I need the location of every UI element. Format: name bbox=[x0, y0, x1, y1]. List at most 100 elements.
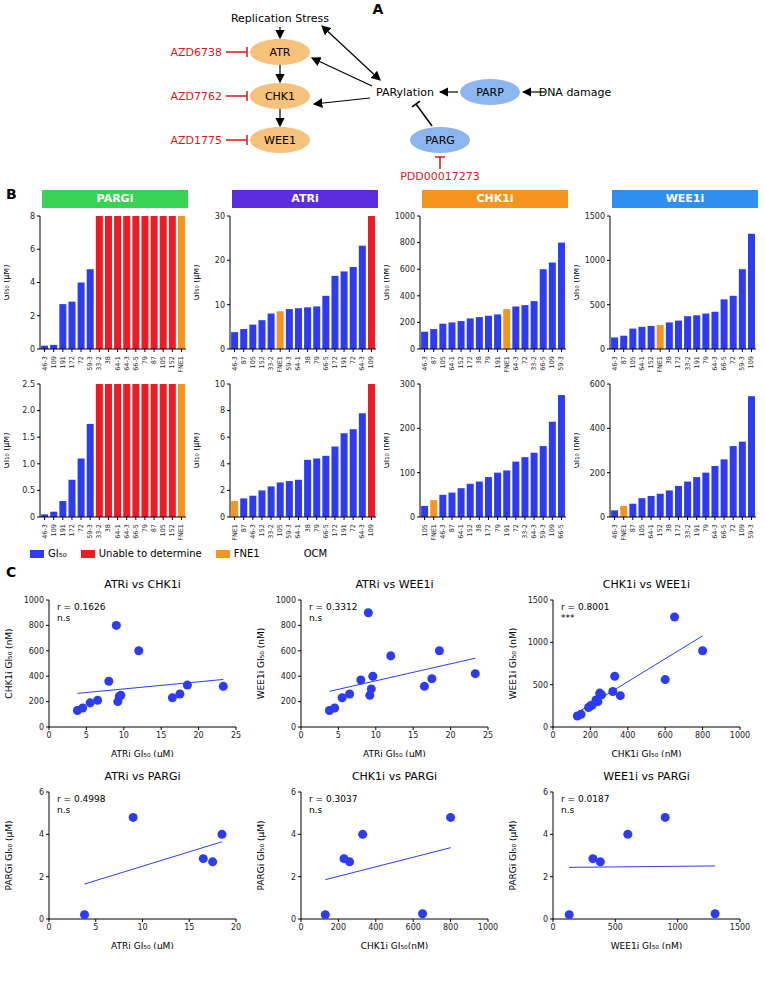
svg-text:15: 15 bbox=[156, 731, 166, 740]
svg-text:PARGi GI₅₀ (μM): PARGi GI₅₀ (μM) bbox=[257, 821, 266, 891]
svg-text:33-2: 33-2 bbox=[521, 524, 529, 539]
svg-text:66-5: 66-5 bbox=[132, 524, 140, 539]
svg-text:600: 600 bbox=[400, 265, 415, 274]
svg-text:GI₅₀ (μM): GI₅₀ (μM) bbox=[8, 265, 11, 301]
svg-text:6: 6 bbox=[39, 788, 44, 797]
svg-text:38: 38 bbox=[475, 524, 483, 532]
svg-text:PARGi GI₅₀ (μM): PARGi GI₅₀ (μM) bbox=[509, 821, 518, 891]
svg-text:79: 79 bbox=[702, 356, 710, 364]
svg-text:FNE1: FNE1 bbox=[276, 356, 284, 373]
svg-text:FNE1: FNE1 bbox=[503, 356, 511, 373]
svg-text:64-3: 64-3 bbox=[123, 524, 131, 539]
svg-text:200: 200 bbox=[590, 469, 605, 478]
svg-text:33-2: 33-2 bbox=[267, 524, 275, 539]
svg-text:WEE1i GI₅₀ (nM): WEE1i GI₅₀ (nM) bbox=[257, 628, 266, 700]
svg-text:ATR: ATR bbox=[269, 46, 290, 59]
svg-text:0.5: 0.5 bbox=[22, 486, 35, 495]
svg-text:109: 109 bbox=[738, 524, 746, 536]
svg-text:600: 600 bbox=[29, 647, 44, 656]
svg-text:0: 0 bbox=[220, 513, 225, 522]
svg-text:5: 5 bbox=[336, 731, 341, 740]
svg-text:79: 79 bbox=[702, 524, 710, 532]
svg-text:800: 800 bbox=[29, 621, 44, 630]
svg-text:GI₅₀ (μM): GI₅₀ (μM) bbox=[194, 265, 201, 301]
svg-text:GI₁₀ (μM): GI₁₀ (μM) bbox=[8, 433, 11, 469]
svg-text:72: 72 bbox=[77, 524, 85, 532]
svg-text:400: 400 bbox=[590, 424, 605, 433]
svg-text:33-2: 33-2 bbox=[95, 524, 103, 539]
svg-text:500: 500 bbox=[590, 301, 605, 310]
svg-text:46-3: 46-3 bbox=[421, 356, 429, 371]
svg-text:1000: 1000 bbox=[478, 923, 498, 932]
svg-text:0: 0 bbox=[291, 915, 296, 924]
svg-text:105: 105 bbox=[249, 356, 257, 368]
svg-text:600: 600 bbox=[658, 731, 673, 740]
svg-text:172: 172 bbox=[331, 356, 339, 368]
svg-text:1000: 1000 bbox=[667, 923, 687, 932]
svg-text:46-3: 46-3 bbox=[249, 524, 257, 539]
svg-text:0: 0 bbox=[30, 345, 35, 354]
svg-text:800: 800 bbox=[443, 923, 458, 932]
svg-text:33-2: 33-2 bbox=[684, 356, 692, 371]
svg-text:FNE1: FNE1 bbox=[231, 524, 239, 541]
svg-text:0: 0 bbox=[600, 513, 605, 522]
svg-text:20: 20 bbox=[194, 731, 204, 740]
svg-text:2: 2 bbox=[291, 873, 296, 882]
svg-text:CHK1i GI₅₀(nM): CHK1i GI₅₀(nM) bbox=[361, 941, 428, 949]
svg-text:2.5: 2.5 bbox=[22, 380, 35, 389]
svg-text:87: 87 bbox=[629, 524, 637, 532]
svg-text:152: 152 bbox=[258, 356, 266, 368]
svg-text:105: 105 bbox=[439, 356, 447, 368]
svg-text:79: 79 bbox=[313, 524, 321, 532]
svg-text:2: 2 bbox=[220, 486, 225, 495]
svg-text:1000: 1000 bbox=[24, 596, 44, 605]
svg-text:105: 105 bbox=[638, 524, 646, 536]
svg-text:10: 10 bbox=[119, 731, 129, 740]
svg-text:GI₅₀ (nM): GI₅₀ (nM) bbox=[574, 265, 581, 301]
svg-text:109: 109 bbox=[747, 356, 755, 368]
svg-text:15: 15 bbox=[408, 731, 418, 740]
svg-text:79: 79 bbox=[484, 356, 492, 364]
svg-text:100: 100 bbox=[400, 469, 415, 478]
svg-text:1000: 1000 bbox=[276, 596, 296, 605]
svg-text:1500: 1500 bbox=[730, 923, 750, 932]
svg-text:152: 152 bbox=[258, 524, 266, 536]
svg-text:800: 800 bbox=[400, 238, 415, 247]
svg-text:66-5: 66-5 bbox=[322, 356, 330, 371]
svg-text:2: 2 bbox=[30, 312, 35, 321]
svg-text:500: 500 bbox=[608, 923, 623, 932]
svg-text:PARylation: PARylation bbox=[376, 86, 434, 99]
svg-text:46-3: 46-3 bbox=[439, 524, 447, 539]
svg-text:191: 191 bbox=[59, 356, 67, 368]
svg-text:600: 600 bbox=[406, 923, 421, 932]
svg-text:200: 200 bbox=[281, 697, 296, 706]
svg-text:46-3: 46-3 bbox=[611, 356, 619, 371]
svg-text:PDD00017273: PDD00017273 bbox=[400, 170, 480, 183]
svg-text:GI₁₀ (nM): GI₁₀ (nM) bbox=[574, 433, 581, 469]
svg-text:105: 105 bbox=[421, 524, 429, 536]
svg-text:10: 10 bbox=[215, 380, 225, 389]
svg-text:109: 109 bbox=[367, 524, 375, 536]
svg-text:64-1: 64-1 bbox=[114, 524, 122, 539]
svg-text:46-3: 46-3 bbox=[41, 356, 49, 371]
svg-text:4: 4 bbox=[30, 278, 35, 287]
svg-text:800: 800 bbox=[281, 621, 296, 630]
svg-text:172: 172 bbox=[331, 524, 339, 536]
svg-text:191: 191 bbox=[693, 524, 701, 536]
svg-text:59-3: 59-3 bbox=[285, 356, 293, 371]
svg-text:30: 30 bbox=[215, 212, 225, 221]
svg-text:0: 0 bbox=[550, 923, 555, 932]
svg-text:64-3: 64-3 bbox=[530, 524, 538, 539]
svg-text:1500: 1500 bbox=[528, 596, 548, 605]
svg-text:72: 72 bbox=[349, 524, 357, 532]
svg-text:191: 191 bbox=[340, 356, 348, 368]
svg-text:0: 0 bbox=[550, 731, 555, 740]
svg-text:0: 0 bbox=[298, 731, 303, 740]
svg-text:105: 105 bbox=[276, 524, 284, 536]
svg-text:59-3: 59-3 bbox=[86, 356, 94, 371]
svg-text:87: 87 bbox=[150, 524, 158, 532]
svg-text:38: 38 bbox=[665, 356, 673, 364]
svg-text:33-2: 33-2 bbox=[684, 524, 692, 539]
svg-text:79: 79 bbox=[141, 524, 149, 532]
svg-text:CHK1i GI₅₀ (nM): CHK1i GI₅₀ (nM) bbox=[611, 749, 681, 757]
